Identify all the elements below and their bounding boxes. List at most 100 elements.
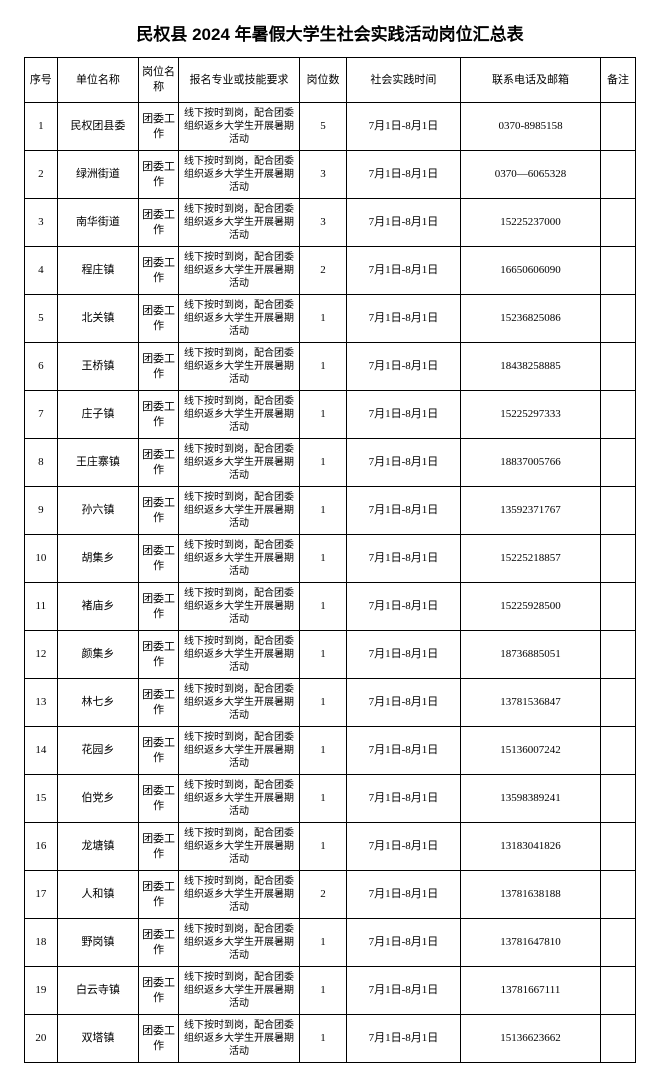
cell-note bbox=[600, 151, 635, 199]
cell-post: 团委工作 bbox=[139, 199, 179, 247]
cell-time: 7月1日-8月1日 bbox=[346, 967, 460, 1015]
cell-note bbox=[600, 919, 635, 967]
cell-tel: 13592371767 bbox=[461, 487, 601, 535]
table-row: 6王桥镇团委工作线下按时到岗，配合团委组织返乡大学生开展暑期活动17月1日-8月… bbox=[25, 343, 636, 391]
cell-unit: 王庄寨镇 bbox=[57, 439, 139, 487]
cell-idx: 10 bbox=[25, 535, 58, 583]
cell-cnt: 5 bbox=[300, 103, 347, 151]
table-row: 18野岗镇团委工作线下按时到岗，配合团委组织返乡大学生开展暑期活动17月1日-8… bbox=[25, 919, 636, 967]
table-row: 9孙六镇团委工作线下按时到岗，配合团委组织返乡大学生开展暑期活动17月1日-8月… bbox=[25, 487, 636, 535]
cell-req: 线下按时到岗，配合团委组织返乡大学生开展暑期活动 bbox=[178, 391, 299, 439]
cell-req: 线下按时到岗，配合团委组织返乡大学生开展暑期活动 bbox=[178, 631, 299, 679]
cell-req: 线下按时到岗，配合团委组织返乡大学生开展暑期活动 bbox=[178, 823, 299, 871]
cell-unit: 龙塘镇 bbox=[57, 823, 139, 871]
cell-time: 7月1日-8月1日 bbox=[346, 775, 460, 823]
cell-idx: 15 bbox=[25, 775, 58, 823]
cell-cnt: 1 bbox=[300, 439, 347, 487]
cell-req: 线下按时到岗，配合团委组织返乡大学生开展暑期活动 bbox=[178, 343, 299, 391]
cell-post: 团委工作 bbox=[139, 583, 179, 631]
cell-cnt: 1 bbox=[300, 775, 347, 823]
cell-post: 团委工作 bbox=[139, 727, 179, 775]
document-page: 民权县 2024 年暑假大学生社会实践活动岗位汇总表 序号 单位名称 岗位名称 … bbox=[0, 0, 660, 1083]
cell-cnt: 1 bbox=[300, 583, 347, 631]
col-post: 岗位名称 bbox=[139, 58, 179, 103]
cell-time: 7月1日-8月1日 bbox=[346, 1015, 460, 1063]
cell-tel: 0370—6065328 bbox=[461, 151, 601, 199]
table-row: 4程庄镇团委工作线下按时到岗，配合团委组织返乡大学生开展暑期活动27月1日-8月… bbox=[25, 247, 636, 295]
cell-idx: 1 bbox=[25, 103, 58, 151]
cell-tel: 13781638188 bbox=[461, 871, 601, 919]
table-row: 16龙塘镇团委工作线下按时到岗，配合团委组织返乡大学生开展暑期活动17月1日-8… bbox=[25, 823, 636, 871]
cell-cnt: 1 bbox=[300, 391, 347, 439]
cell-req: 线下按时到岗，配合团委组织返乡大学生开展暑期活动 bbox=[178, 679, 299, 727]
cell-cnt: 2 bbox=[300, 247, 347, 295]
cell-time: 7月1日-8月1日 bbox=[346, 247, 460, 295]
cell-time: 7月1日-8月1日 bbox=[346, 679, 460, 727]
table-body: 1民权团县委团委工作线下按时到岗，配合团委组织返乡大学生开展暑期活动57月1日-… bbox=[25, 103, 636, 1063]
cell-unit: 孙六镇 bbox=[57, 487, 139, 535]
cell-post: 团委工作 bbox=[139, 247, 179, 295]
cell-unit: 双塔镇 bbox=[57, 1015, 139, 1063]
cell-cnt: 1 bbox=[300, 823, 347, 871]
cell-post: 团委工作 bbox=[139, 295, 179, 343]
cell-post: 团委工作 bbox=[139, 967, 179, 1015]
cell-post: 团委工作 bbox=[139, 391, 179, 439]
cell-note bbox=[600, 343, 635, 391]
cell-tel: 13183041826 bbox=[461, 823, 601, 871]
cell-post: 团委工作 bbox=[139, 679, 179, 727]
cell-post: 团委工作 bbox=[139, 151, 179, 199]
cell-req: 线下按时到岗，配合团委组织返乡大学生开展暑期活动 bbox=[178, 103, 299, 151]
cell-unit: 伯党乡 bbox=[57, 775, 139, 823]
col-note: 备注 bbox=[600, 58, 635, 103]
cell-time: 7月1日-8月1日 bbox=[346, 487, 460, 535]
cell-time: 7月1日-8月1日 bbox=[346, 343, 460, 391]
cell-post: 团委工作 bbox=[139, 1015, 179, 1063]
table-row: 19白云寺镇团委工作线下按时到岗，配合团委组织返乡大学生开展暑期活动17月1日-… bbox=[25, 967, 636, 1015]
cell-tel: 15225928500 bbox=[461, 583, 601, 631]
cell-post: 团委工作 bbox=[139, 439, 179, 487]
cell-note bbox=[600, 967, 635, 1015]
page-title: 民权县 2024 年暑假大学生社会实践活动岗位汇总表 bbox=[24, 20, 636, 45]
cell-idx: 12 bbox=[25, 631, 58, 679]
cell-cnt: 2 bbox=[300, 871, 347, 919]
cell-idx: 8 bbox=[25, 439, 58, 487]
cell-cnt: 3 bbox=[300, 199, 347, 247]
cell-unit: 胡集乡 bbox=[57, 535, 139, 583]
cell-tel: 15136007242 bbox=[461, 727, 601, 775]
cell-cnt: 1 bbox=[300, 535, 347, 583]
col-idx: 序号 bbox=[25, 58, 58, 103]
cell-time: 7月1日-8月1日 bbox=[346, 151, 460, 199]
cell-cnt: 1 bbox=[300, 967, 347, 1015]
cell-idx: 16 bbox=[25, 823, 58, 871]
cell-tel: 13781667111 bbox=[461, 967, 601, 1015]
cell-idx: 13 bbox=[25, 679, 58, 727]
cell-unit: 林七乡 bbox=[57, 679, 139, 727]
cell-note bbox=[600, 391, 635, 439]
cell-post: 团委工作 bbox=[139, 343, 179, 391]
cell-idx: 11 bbox=[25, 583, 58, 631]
cell-note bbox=[600, 871, 635, 919]
cell-idx: 14 bbox=[25, 727, 58, 775]
cell-idx: 4 bbox=[25, 247, 58, 295]
cell-unit: 花园乡 bbox=[57, 727, 139, 775]
cell-note bbox=[600, 535, 635, 583]
cell-req: 线下按时到岗，配合团委组织返乡大学生开展暑期活动 bbox=[178, 295, 299, 343]
cell-unit: 程庄镇 bbox=[57, 247, 139, 295]
cell-idx: 20 bbox=[25, 1015, 58, 1063]
cell-req: 线下按时到岗，配合团委组织返乡大学生开展暑期活动 bbox=[178, 919, 299, 967]
table-row: 3南华街道团委工作线下按时到岗，配合团委组织返乡大学生开展暑期活动37月1日-8… bbox=[25, 199, 636, 247]
cell-req: 线下按时到岗，配合团委组织返乡大学生开展暑期活动 bbox=[178, 1015, 299, 1063]
col-unit: 单位名称 bbox=[57, 58, 139, 103]
cell-time: 7月1日-8月1日 bbox=[346, 391, 460, 439]
cell-time: 7月1日-8月1日 bbox=[346, 823, 460, 871]
cell-idx: 6 bbox=[25, 343, 58, 391]
cell-unit: 北关镇 bbox=[57, 295, 139, 343]
cell-cnt: 1 bbox=[300, 343, 347, 391]
cell-idx: 7 bbox=[25, 391, 58, 439]
cell-cnt: 3 bbox=[300, 151, 347, 199]
table-row: 1民权团县委团委工作线下按时到岗，配合团委组织返乡大学生开展暑期活动57月1日-… bbox=[25, 103, 636, 151]
cell-tel: 16650606090 bbox=[461, 247, 601, 295]
cell-note bbox=[600, 1015, 635, 1063]
cell-tel: 13781647810 bbox=[461, 919, 601, 967]
cell-note bbox=[600, 439, 635, 487]
